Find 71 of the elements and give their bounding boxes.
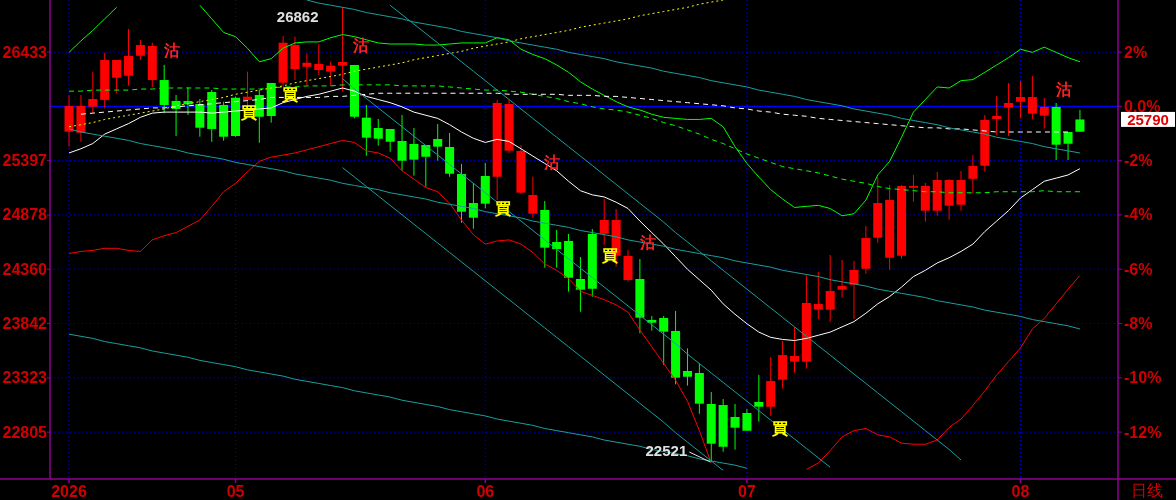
y-tick-label: 23842 (2, 315, 48, 333)
candlestick (397, 114, 407, 172)
candlestick (1027, 75, 1037, 120)
candlestick (837, 259, 847, 299)
candlestick (659, 315, 669, 366)
candlestick (373, 118, 383, 147)
candlestick (421, 144, 431, 188)
y-tick-label: 23323 (2, 369, 48, 387)
y-tick-label: 24360 (2, 260, 48, 278)
candlestick (195, 98, 205, 138)
annotation: 22521 (645, 442, 688, 459)
candlestick (575, 256, 585, 313)
y2-tick-label: -2% (1124, 152, 1153, 170)
text: 日线 (1131, 482, 1163, 499)
candlestick (290, 36, 300, 81)
candlestick (314, 43, 324, 76)
candlestick (754, 374, 764, 423)
annotation: 沽 (1055, 81, 1073, 98)
annotation: 買 (280, 86, 298, 103)
annotation: 買 (770, 420, 788, 437)
y-tick-label: 24878 (2, 206, 48, 224)
candlestick (789, 326, 800, 374)
y2-tick-label: -10% (1124, 369, 1162, 387)
x-tick-label: 05 (226, 483, 245, 500)
x-tick-label: 2026 (51, 483, 87, 500)
y2-tick-label: -4% (1124, 206, 1153, 224)
annotation: 買 (494, 200, 512, 217)
candlestick (135, 39, 145, 61)
annotation: 26862 (276, 8, 319, 25)
y2-tick-label: 2% (1124, 43, 1148, 61)
candlestick (992, 95, 1002, 136)
y-tick-label: 22805 (2, 423, 48, 441)
candlestick (409, 127, 419, 177)
y2-tick-label: -6% (1124, 260, 1153, 278)
candlestick (908, 174, 918, 203)
candlestick (433, 123, 443, 162)
candlestick (1015, 80, 1025, 119)
annotation: 沽 (638, 234, 656, 251)
x-tick-label: 06 (476, 483, 495, 500)
candlestick (1039, 97, 1049, 130)
candlestick (528, 176, 538, 219)
y2-tick-label: 0.0% (1124, 97, 1161, 115)
candlestick (1075, 109, 1085, 133)
candlestick (682, 347, 692, 387)
annotation: 沽 (352, 37, 370, 54)
candlestick (338, 6, 348, 93)
candlestick (88, 71, 98, 114)
annotation: 沽 (542, 154, 560, 171)
y-tick-label: 25397 (2, 152, 48, 170)
candlestick (123, 28, 134, 87)
candlestick (742, 408, 752, 432)
x-tick-label: 08 (1011, 483, 1030, 500)
candlestick (1004, 82, 1014, 137)
candlestick (112, 59, 122, 94)
candlestick (849, 260, 859, 320)
y2-tick-label: -8% (1124, 314, 1153, 332)
candlestick (361, 104, 371, 157)
y-tick-label: 26433 (2, 43, 48, 61)
candlestick (599, 198, 609, 246)
candlestick (825, 254, 835, 323)
candlestick (813, 271, 823, 320)
candlestick (302, 52, 312, 86)
y2-tick-label: -12% (1124, 423, 1162, 441)
candlestick (326, 61, 336, 87)
candlestick (468, 182, 478, 230)
x-tick-label: 07 (738, 483, 756, 500)
annotation: 沽 (162, 42, 180, 59)
candlestick (242, 71, 252, 107)
candlestick (968, 154, 978, 195)
candlestick (730, 403, 740, 451)
candlestick (1063, 131, 1073, 161)
